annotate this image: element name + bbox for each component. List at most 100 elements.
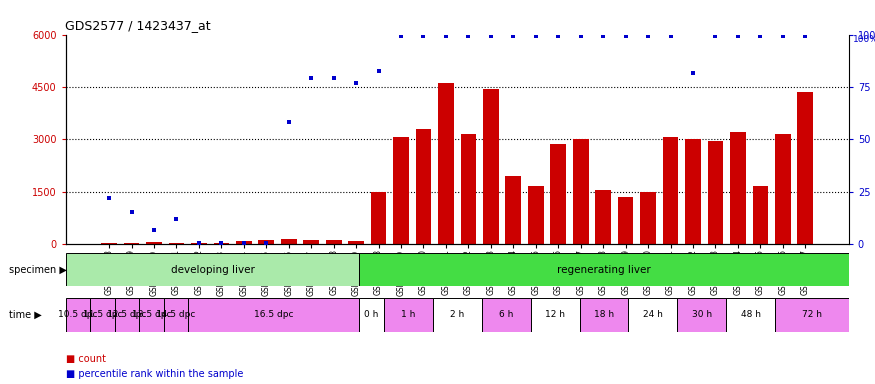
Point bbox=[394, 33, 408, 40]
Text: 12 h: 12 h bbox=[545, 310, 565, 319]
Point bbox=[282, 119, 296, 125]
Point bbox=[528, 33, 542, 40]
Point bbox=[259, 240, 273, 246]
Bar bbox=[146, 242, 162, 244]
Point bbox=[596, 33, 610, 40]
Bar bbox=[164, 298, 188, 332]
Text: specimen ▶: specimen ▶ bbox=[9, 265, 66, 275]
Bar bbox=[123, 243, 139, 244]
Bar bbox=[628, 298, 677, 332]
Bar bbox=[685, 139, 701, 244]
Text: 72 h: 72 h bbox=[802, 310, 822, 319]
Point bbox=[102, 195, 116, 202]
Bar bbox=[236, 241, 252, 244]
Bar bbox=[371, 192, 387, 244]
Point bbox=[619, 33, 633, 40]
Bar bbox=[66, 298, 90, 332]
Text: 13.5 dpc: 13.5 dpc bbox=[131, 310, 171, 319]
Point bbox=[641, 33, 655, 40]
Text: 12.5 dpc: 12.5 dpc bbox=[107, 310, 146, 319]
Point bbox=[147, 227, 161, 233]
Text: 16.5 dpc: 16.5 dpc bbox=[254, 310, 293, 319]
Text: 10.5 dpc: 10.5 dpc bbox=[58, 310, 98, 319]
Text: 1 h: 1 h bbox=[401, 310, 416, 319]
Text: ■ count: ■ count bbox=[66, 354, 106, 364]
Bar bbox=[640, 192, 656, 244]
Bar bbox=[752, 186, 768, 244]
Bar bbox=[775, 298, 849, 332]
Point bbox=[237, 240, 251, 246]
Bar bbox=[393, 137, 409, 244]
Bar bbox=[433, 298, 481, 332]
Point bbox=[349, 80, 363, 86]
Text: 48 h: 48 h bbox=[741, 310, 761, 319]
Bar bbox=[730, 132, 746, 244]
Point bbox=[551, 33, 565, 40]
Bar bbox=[304, 240, 319, 244]
Point bbox=[461, 33, 475, 40]
Bar bbox=[528, 186, 543, 244]
Text: GDS2577 / 1423437_at: GDS2577 / 1423437_at bbox=[65, 19, 211, 32]
Bar bbox=[115, 298, 139, 332]
Bar bbox=[90, 298, 115, 332]
Bar bbox=[797, 92, 813, 244]
Bar bbox=[550, 144, 566, 244]
Bar bbox=[618, 197, 634, 244]
Text: developing liver: developing liver bbox=[171, 265, 255, 275]
Text: time ▶: time ▶ bbox=[9, 310, 41, 320]
Point bbox=[686, 70, 700, 76]
Bar bbox=[360, 298, 384, 332]
Point bbox=[192, 240, 206, 246]
Text: regenerating liver: regenerating liver bbox=[557, 265, 651, 275]
Point bbox=[304, 75, 318, 81]
Point bbox=[484, 33, 498, 40]
Point bbox=[798, 33, 812, 40]
Point bbox=[326, 75, 340, 81]
Bar bbox=[281, 239, 297, 244]
Bar bbox=[726, 298, 775, 332]
Bar bbox=[214, 243, 229, 244]
Bar bbox=[530, 298, 579, 332]
Text: 14.5 dpc: 14.5 dpc bbox=[156, 310, 195, 319]
Bar bbox=[348, 241, 364, 244]
Point bbox=[663, 33, 677, 40]
Text: 100%: 100% bbox=[853, 35, 875, 43]
Bar bbox=[258, 240, 274, 244]
Bar bbox=[775, 134, 791, 244]
Bar bbox=[169, 243, 185, 244]
Bar bbox=[416, 129, 431, 244]
Bar bbox=[662, 137, 678, 244]
Text: 24 h: 24 h bbox=[643, 310, 663, 319]
Bar bbox=[483, 89, 499, 244]
Bar bbox=[102, 243, 117, 244]
Bar bbox=[384, 298, 433, 332]
Point bbox=[214, 240, 228, 246]
Bar bbox=[506, 176, 522, 244]
Bar bbox=[139, 298, 164, 332]
Point bbox=[124, 209, 138, 215]
Point bbox=[753, 33, 767, 40]
Bar bbox=[595, 190, 611, 244]
Bar bbox=[708, 141, 724, 244]
Text: 0 h: 0 h bbox=[364, 310, 379, 319]
Bar bbox=[481, 298, 530, 332]
Point bbox=[372, 68, 386, 74]
Point bbox=[416, 33, 430, 40]
Bar bbox=[66, 253, 360, 286]
Text: 2 h: 2 h bbox=[450, 310, 465, 319]
Point bbox=[731, 33, 745, 40]
Bar bbox=[360, 253, 849, 286]
Point bbox=[574, 33, 588, 40]
Bar bbox=[188, 298, 360, 332]
Text: 30 h: 30 h bbox=[692, 310, 712, 319]
Text: ■ percentile rank within the sample: ■ percentile rank within the sample bbox=[66, 369, 243, 379]
Bar bbox=[326, 240, 341, 244]
Point bbox=[507, 33, 521, 40]
Bar bbox=[438, 83, 454, 244]
Bar bbox=[579, 298, 628, 332]
Point bbox=[170, 216, 184, 222]
Bar bbox=[191, 243, 206, 244]
Bar bbox=[460, 134, 476, 244]
Point bbox=[439, 33, 453, 40]
Bar bbox=[677, 298, 726, 332]
